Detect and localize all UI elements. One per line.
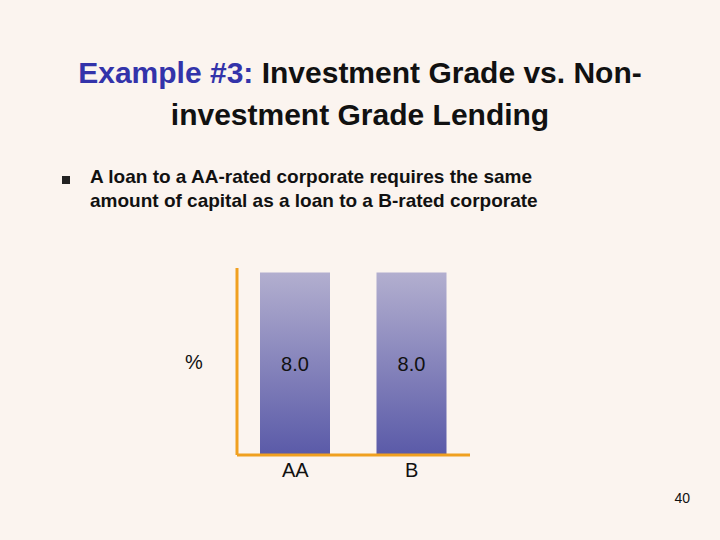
html-text:A loan to a AA-rated corporate: A loan to a AA-rated corporate requires …: [90, 166, 538, 211]
svg-text:%: %: [185, 351, 203, 373]
svg-text:8.0: 8.0: [398, 353, 426, 375]
html-text:Example #3: Investment Grade v: Example #3: Investment Grade vs. Non-inv…: [78, 56, 642, 131]
svg-text:B: B: [405, 459, 418, 481]
svg-text:AA: AA: [282, 459, 309, 481]
svg-text:8.0: 8.0: [281, 353, 309, 375]
html-text:40: 40: [674, 490, 690, 506]
